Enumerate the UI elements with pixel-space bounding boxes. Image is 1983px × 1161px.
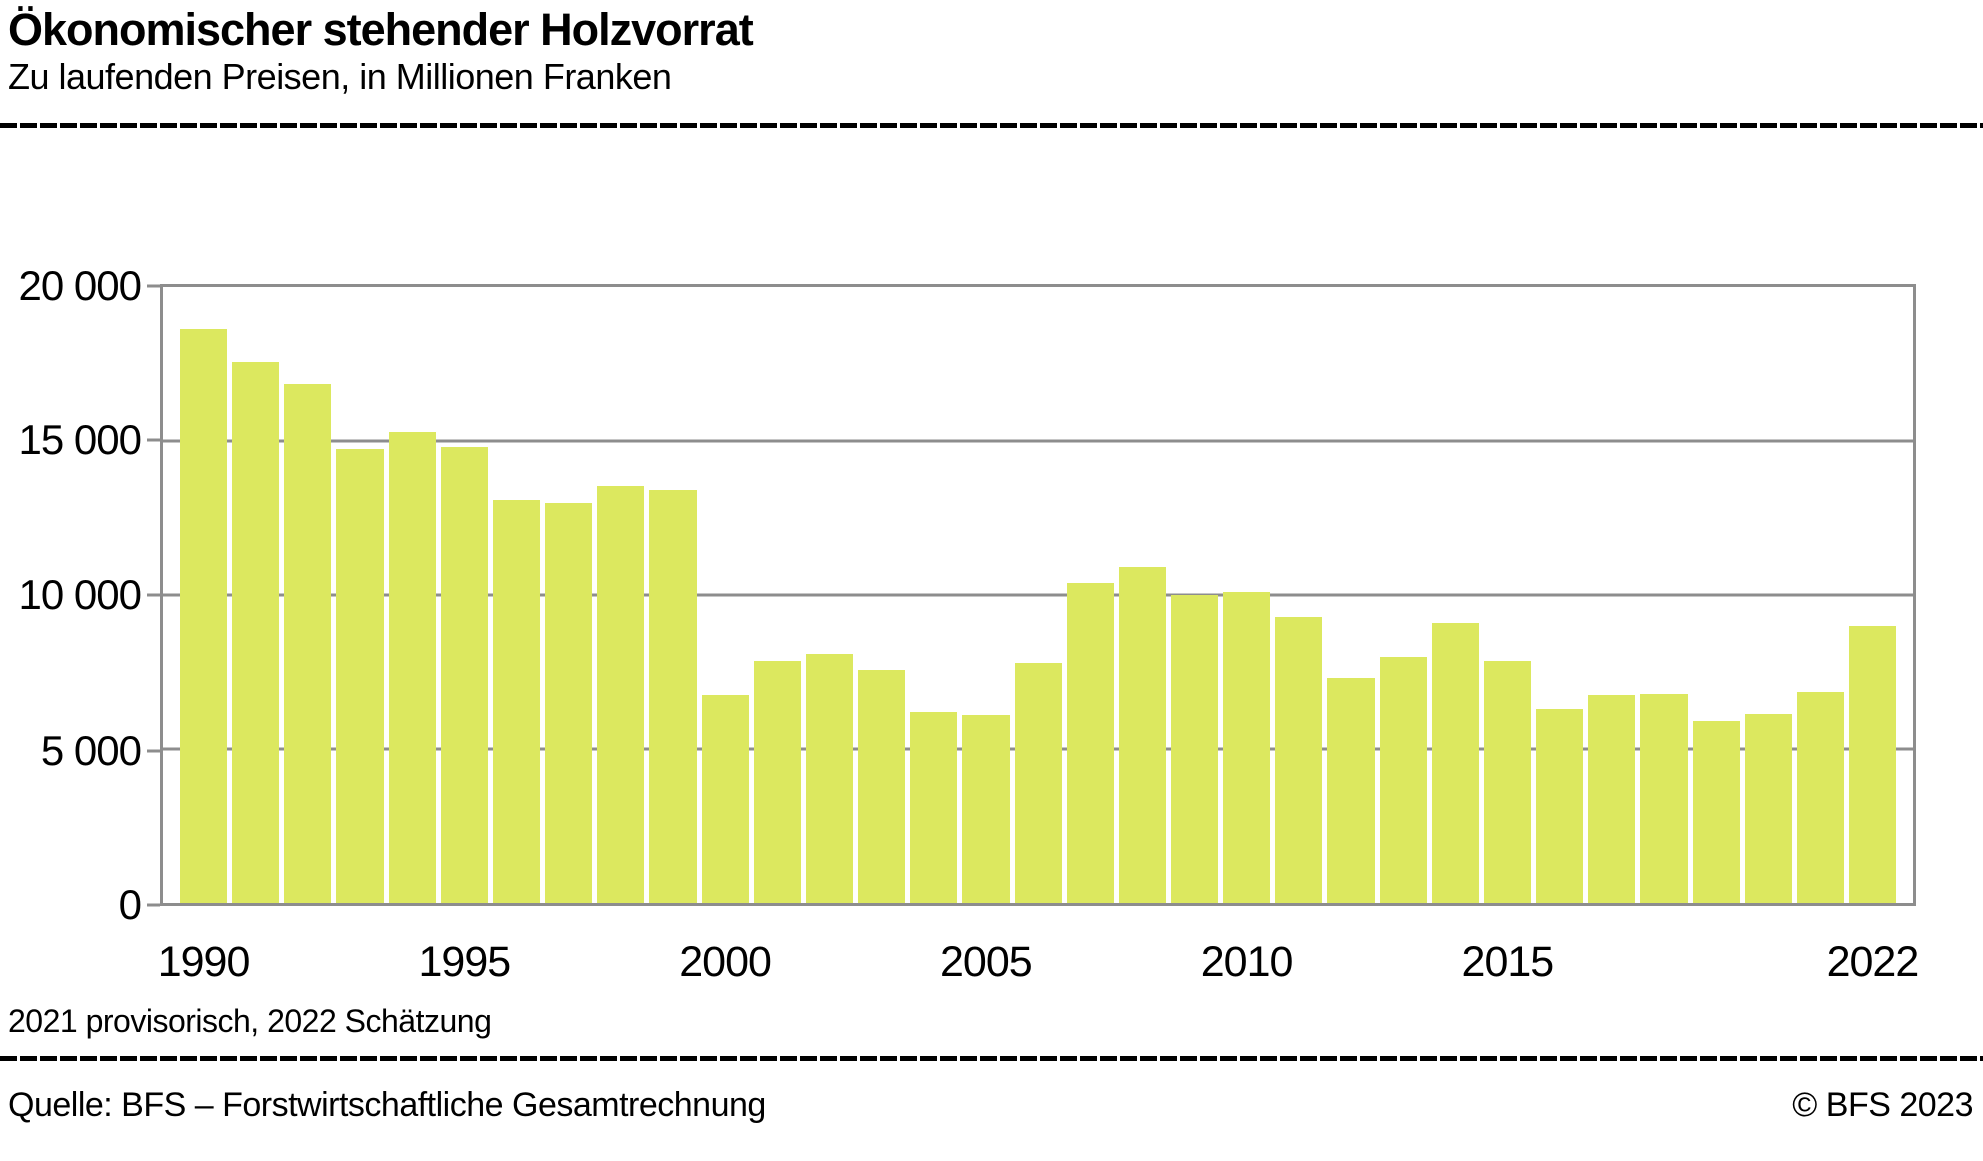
y-axis-label-20000: 20 000 — [18, 261, 142, 309]
bar-2017 — [1588, 695, 1636, 903]
x-axis-label-1990: 1990 — [157, 938, 251, 986]
bar-1994 — [388, 431, 436, 903]
source-note: Quelle: BFS – Forstwirtschaftliche Gesam… — [8, 1086, 766, 1124]
bar-1997 — [545, 502, 593, 903]
bar-2015 — [1483, 661, 1532, 903]
y-axis-label-0: 0 — [118, 880, 142, 928]
bar-1993 — [336, 448, 384, 903]
bar-2008 — [1118, 567, 1166, 903]
y-tick-mark-0 — [147, 903, 160, 906]
y-tick-mark-10000 — [147, 593, 160, 597]
gridline-15000 — [163, 439, 1913, 443]
footer-divider-rule — [0, 1056, 1983, 1061]
x-axis-label-2000: 2000 — [679, 938, 772, 986]
footnote: 2021 provisorisch, 2022 Schätzung — [8, 1003, 492, 1039]
bar-2021 — [1796, 692, 1844, 903]
bar-1995 — [440, 447, 488, 903]
bar-2006 — [1014, 662, 1062, 903]
plot-area — [160, 284, 1916, 906]
bar-2002 — [805, 653, 854, 903]
bar-2014 — [1431, 622, 1479, 903]
y-tick-mark-20000 — [147, 284, 160, 287]
bar-1996 — [492, 499, 541, 903]
y-axis-label-15000: 15 000 — [18, 415, 142, 463]
bar-2013 — [1379, 656, 1427, 903]
bar-2018 — [1640, 693, 1688, 903]
bar-1990 — [180, 328, 228, 903]
bar-1999 — [649, 490, 697, 903]
x-axis-label-2010: 2010 — [1200, 938, 1294, 986]
y-tick-mark-15000 — [147, 438, 160, 441]
bar-1998 — [597, 485, 645, 903]
bar-2000 — [701, 695, 749, 903]
x-axis-label-2005: 2005 — [940, 938, 1033, 986]
bar-2012 — [1327, 678, 1375, 903]
y-axis-label-5000: 5 000 — [40, 726, 142, 774]
gridline-10000 — [163, 593, 1913, 597]
bar-2001 — [753, 661, 801, 903]
bar-2020 — [1744, 713, 1792, 903]
bar-2022 — [1849, 625, 1897, 903]
bar-2016 — [1536, 708, 1584, 903]
chart-title: Ökonomischer stehender Holzvorrat — [8, 4, 754, 55]
y-axis-label-10000: 10 000 — [18, 571, 142, 618]
bar-2007 — [1066, 582, 1114, 903]
bar-2005 — [962, 715, 1010, 903]
bar-1992 — [284, 384, 332, 903]
y-tick-mark-5000 — [147, 749, 160, 752]
bar-2011 — [1275, 616, 1323, 903]
x-axis-label-2015: 2015 — [1461, 938, 1555, 986]
bar-2004 — [910, 712, 958, 903]
bar-2019 — [1692, 721, 1740, 903]
bar-2003 — [858, 670, 906, 903]
chart-subtitle: Zu laufenden Preisen, in Millionen Frank… — [8, 56, 672, 97]
bar-2010 — [1223, 591, 1271, 903]
bar-2009 — [1170, 595, 1219, 903]
bars — [163, 287, 1913, 903]
header-divider-rule — [0, 123, 1983, 128]
copyright-note: © BFS 2023 — [1792, 1086, 1973, 1124]
x-axis-label-2022: 2022 — [1826, 938, 1920, 986]
x-axis-label-1995: 1995 — [418, 938, 511, 986]
bar-1991 — [232, 362, 280, 903]
